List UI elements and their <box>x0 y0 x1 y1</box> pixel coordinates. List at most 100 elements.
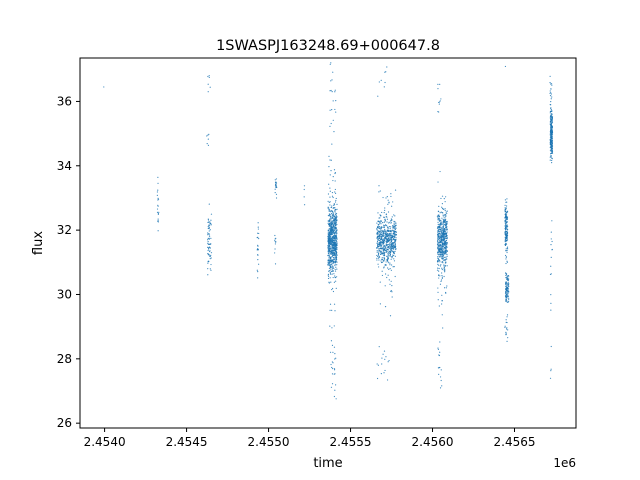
data-point <box>443 219 445 221</box>
data-point <box>445 243 447 245</box>
data-point <box>394 244 396 246</box>
data-point <box>392 245 394 247</box>
data-point <box>328 209 330 211</box>
data-point <box>505 208 507 210</box>
data-point <box>445 258 447 260</box>
data-point <box>303 204 306 206</box>
data-point <box>444 223 446 226</box>
data-point <box>549 121 552 123</box>
data-point <box>380 236 383 238</box>
data-point <box>330 217 332 219</box>
data-point <box>208 236 211 238</box>
data-point <box>506 205 508 207</box>
data-point <box>392 250 394 253</box>
data-point <box>379 303 381 305</box>
data-point <box>385 251 387 253</box>
data-point <box>335 239 337 242</box>
data-point <box>332 176 334 178</box>
data-point <box>209 255 211 257</box>
data-point <box>331 205 333 207</box>
data-point <box>508 299 510 301</box>
data-point <box>383 254 386 257</box>
data-point <box>506 230 508 233</box>
data-point <box>439 100 441 102</box>
data-point <box>441 256 443 258</box>
data-point <box>384 358 386 360</box>
data-point <box>442 243 444 246</box>
data-point <box>383 231 385 233</box>
data-point <box>335 222 338 224</box>
data-point <box>507 337 509 339</box>
data-point <box>157 220 159 222</box>
data-point <box>441 245 443 247</box>
data-point <box>158 211 160 213</box>
data-point <box>381 270 383 272</box>
data-point <box>387 227 389 229</box>
data-point <box>207 234 209 236</box>
data-point <box>331 79 333 81</box>
data-point <box>437 181 439 183</box>
data-point <box>329 109 331 111</box>
data-point <box>444 214 446 216</box>
data-point <box>333 221 335 223</box>
data-point <box>329 265 332 267</box>
data-point <box>443 247 445 249</box>
data-point <box>332 212 334 215</box>
data-point <box>445 240 447 242</box>
data-point <box>157 219 159 221</box>
data-point <box>333 214 335 216</box>
data-point <box>330 260 332 262</box>
data-point <box>442 214 444 216</box>
data-point <box>335 261 337 263</box>
data-point <box>446 237 448 240</box>
data-point <box>391 249 393 251</box>
data-point <box>438 215 440 217</box>
data-point <box>393 260 396 262</box>
data-point <box>381 229 383 231</box>
data-point <box>505 219 507 221</box>
data-point <box>328 281 330 283</box>
data-point <box>394 228 396 230</box>
data-point <box>441 252 443 254</box>
data-point <box>330 267 332 269</box>
data-point <box>330 264 332 266</box>
data-point <box>333 369 336 371</box>
data-point <box>440 238 443 241</box>
data-point <box>332 251 334 253</box>
data-point <box>506 216 508 218</box>
data-point <box>393 253 396 255</box>
data-point <box>551 148 553 150</box>
data-point <box>207 138 209 140</box>
data-point <box>437 242 439 244</box>
data-point <box>380 239 382 241</box>
data-point <box>332 256 334 259</box>
data-point <box>379 250 381 252</box>
data-point <box>387 203 389 205</box>
data-point <box>378 81 380 83</box>
data-point <box>208 224 210 226</box>
data-point <box>329 253 331 255</box>
data-point <box>383 240 385 242</box>
data-point <box>210 219 212 221</box>
data-point <box>334 373 336 375</box>
data-point <box>328 267 331 269</box>
data-point <box>336 219 338 221</box>
data-point <box>505 221 507 223</box>
data-point <box>438 373 440 376</box>
data-point <box>507 281 509 283</box>
data-point <box>442 229 444 232</box>
data-point <box>381 222 384 224</box>
data-point <box>331 227 333 229</box>
data-point <box>443 265 445 267</box>
data-point <box>334 211 336 213</box>
data-point <box>506 224 508 226</box>
data-point <box>328 255 330 257</box>
data-point <box>505 250 507 252</box>
data-point <box>438 239 440 241</box>
data-point <box>392 228 394 230</box>
data-point <box>335 197 337 200</box>
data-point <box>446 265 448 267</box>
data-point <box>504 222 506 224</box>
data-point <box>551 114 553 116</box>
data-point <box>385 259 387 261</box>
